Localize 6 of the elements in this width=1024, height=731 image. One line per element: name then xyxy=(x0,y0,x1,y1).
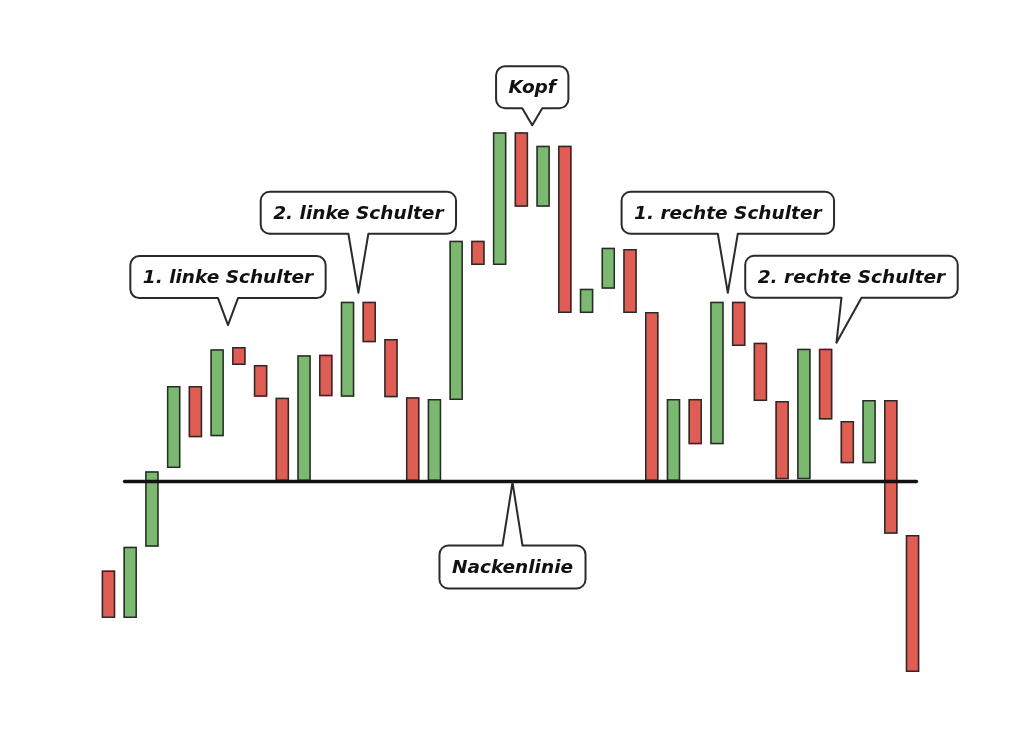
annotation: 2. rechte Schulter xyxy=(757,265,948,287)
ref-line-label: Nackenlinie xyxy=(451,555,574,577)
annotation: 2. linke Schulter xyxy=(273,201,446,223)
annotation: 1. linke Schulter xyxy=(142,265,316,287)
text: Kopf xyxy=(508,76,558,98)
annotation: 1. rechte Schulter xyxy=(634,201,824,223)
